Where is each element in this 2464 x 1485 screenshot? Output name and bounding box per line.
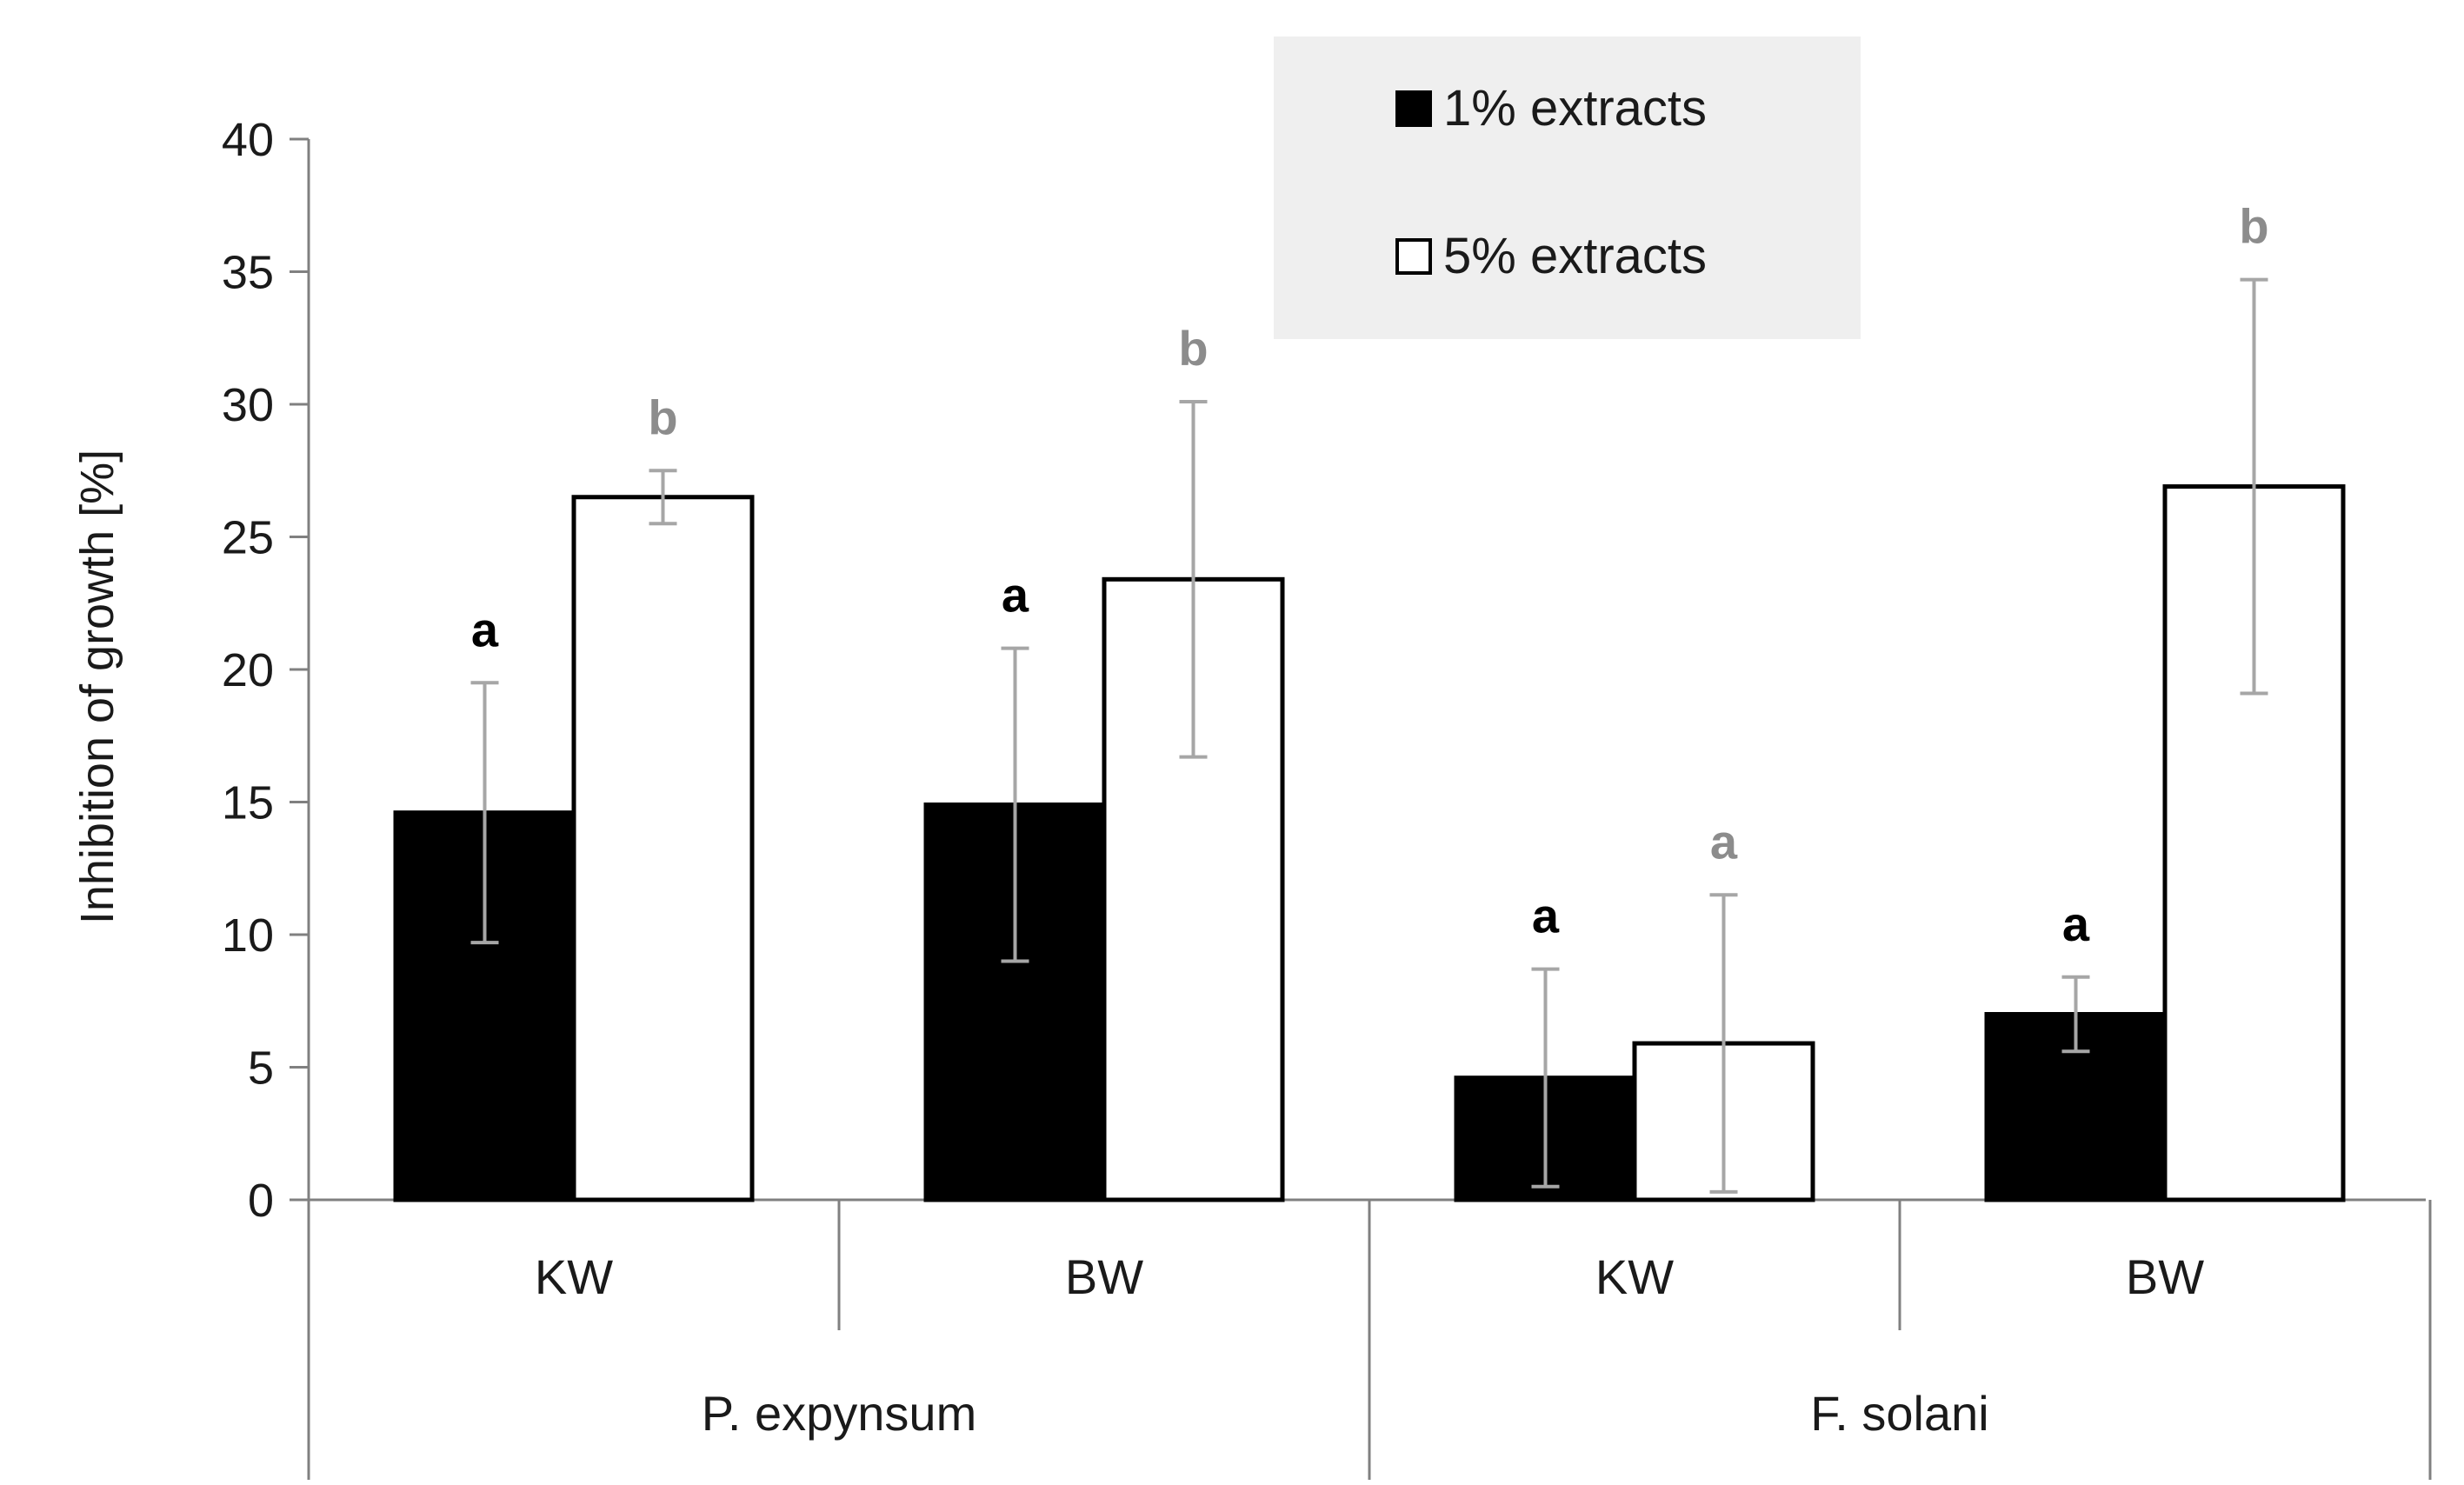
error-bars: [470, 277, 2268, 1194]
x-category-label: BW: [1065, 1249, 1143, 1304]
bar-5pct-1: [571, 495, 755, 1202]
legend-box: [1274, 37, 1861, 339]
significance-label: a: [1710, 814, 1738, 869]
y-tick-label: 15: [222, 777, 274, 829]
bars: [393, 484, 2346, 1202]
significance-label: a: [1532, 889, 1560, 943]
significance-label: b: [2239, 199, 2268, 254]
x-category-label: KW: [535, 1249, 613, 1304]
y-tick-label: 5: [248, 1042, 274, 1095]
legend-swatch-1: [1395, 90, 1432, 127]
y-tick-label: 35: [222, 247, 274, 299]
significance-label: a: [1002, 568, 1029, 623]
y-tick-label: 20: [222, 644, 274, 696]
x-group-label: P. expynsum: [702, 1386, 976, 1441]
significance-label: b: [1178, 321, 1208, 376]
y-tick-label: 30: [222, 379, 274, 431]
x-group-label: F. solani: [1810, 1386, 1988, 1441]
y-tick-label: 40: [222, 114, 274, 166]
axes: 0 5 10 15 20 25 30 35 40 Inhibition of growth [%]: [71, 114, 2426, 1227]
y-axis-label: Inhibition of growth [%]: [71, 449, 123, 924]
legend-swatch-2: [1395, 238, 1432, 275]
y-tick-label: 25: [222, 512, 274, 564]
legend: 1% extracts 5% extracts: [1274, 37, 1861, 339]
x-category-label: BW: [2126, 1249, 2204, 1304]
category-axis: KW BW KW BW P. expynsum F. solani: [307, 1200, 2432, 1480]
x-category-label: KW: [1595, 1249, 1674, 1304]
legend-label-1: 1% extracts: [1443, 80, 1707, 137]
y-tick-label: 10: [222, 909, 274, 962]
significance-label: b: [648, 390, 677, 444]
significance-label: a: [2062, 896, 2090, 951]
significance-labels: a a a a b b a b: [471, 199, 2269, 951]
y-tick-label: 0: [248, 1175, 274, 1227]
significance-label: a: [471, 602, 499, 656]
legend-label-2: 5% extracts: [1443, 228, 1707, 284]
